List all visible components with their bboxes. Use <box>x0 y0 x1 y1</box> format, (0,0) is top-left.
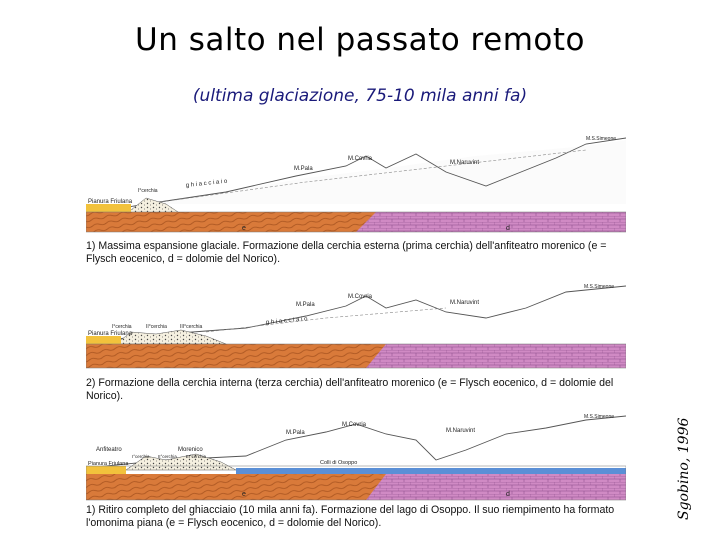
cross-section-3: Anfiteatro Morenico I°cerchia II°cerchia… <box>86 410 626 506</box>
caption-3: 1) Ritiro completo del ghiacciaio (10 mi… <box>86 504 615 529</box>
dolomie-layer <box>366 344 626 368</box>
label-pala: M.Pala <box>286 430 305 436</box>
flysch-layer <box>86 474 386 500</box>
caption-2: 2) Formazione della cerchia interna (ter… <box>86 377 614 402</box>
lake-osoppo <box>236 468 626 474</box>
label-covria: M.Covria <box>348 294 373 300</box>
label-cerchia1: I°cerchia <box>112 324 132 330</box>
label-cerchia1: I°cerchia <box>132 454 150 459</box>
label-covria: M.Covria <box>348 156 373 162</box>
label-pianura: Pianura Friulana <box>88 199 133 205</box>
label-cerchia: I°cerchia <box>138 188 158 194</box>
label-pala: M.Pala <box>294 166 313 172</box>
label-covria: M.Covria <box>342 422 367 428</box>
slide-subtitle: (ultima glaciazione, 75-10 mila anni fa) <box>192 86 528 106</box>
label-anfiteatro: Anfiteatro <box>96 447 122 453</box>
label-cerchia3: III°cerchia <box>180 324 203 330</box>
label-colli: Colli di Osoppo <box>320 460 357 466</box>
label-e: e <box>242 225 246 232</box>
label-e: e <box>242 491 246 498</box>
plain-deposit <box>86 336 121 344</box>
label-d: d <box>506 225 510 232</box>
plain-deposit <box>86 204 131 212</box>
cross-section-1-diagram: Pianura Friulana I°cerchia g h i a c c i… <box>86 136 626 233</box>
label-ghiacciaio: g h i a c c i a i o <box>186 179 229 189</box>
slide-title: Un salto nel passato remoto <box>135 22 585 58</box>
label-naruvint: M.Naruvint <box>450 300 479 306</box>
label-simeone: M.S.Simeone <box>584 284 614 290</box>
moraine-deposit <box>115 329 227 345</box>
label-cerchia2: II°cerchia <box>158 454 177 459</box>
cross-section-2-diagram: Pianura Friulana I°cerchia II°cerchia II… <box>86 284 626 369</box>
mountain-profile <box>86 415 626 469</box>
flysch-layer <box>86 212 386 232</box>
label-naruvint: M.Naruvint <box>450 160 479 166</box>
label-cerchia2: II°cerchia <box>146 324 167 330</box>
label-pala: M.Pala <box>296 302 315 308</box>
glacier-surface <box>146 140 626 204</box>
cross-section-3-diagram: Anfiteatro Morenico I°cerchia II°cerchia… <box>86 414 626 501</box>
label-naruvint: M.Naruvint <box>446 428 475 434</box>
label-pianura: Pianura Friulana <box>88 461 129 467</box>
mountain-profile <box>86 137 626 215</box>
cross-section-2: Pianura Friulana I°cerchia II°cerchia II… <box>86 278 626 374</box>
label-simeone: M.S.Simeone <box>586 136 616 142</box>
credit-label: Sgobino, 1996 <box>676 417 692 520</box>
label-simeone: M.S.Simeone <box>584 414 614 420</box>
flysch-layer <box>86 344 386 368</box>
label-ghiacciaio: g h i a c c i a i o <box>266 316 309 326</box>
label-morenico: Morenico <box>178 447 203 453</box>
mountain-profile <box>86 285 626 343</box>
dolomie-layer <box>356 212 626 232</box>
cross-section-1: Pianura Friulana I°cerchia g h i a c c i… <box>86 126 626 236</box>
label-pianura: Pianura Friulana <box>88 331 133 337</box>
dolomie-layer <box>366 474 626 500</box>
label-d: d <box>506 491 510 498</box>
label-cerchia3: III°cerchia <box>186 454 207 459</box>
caption-1: 1) Massima espansione glaciale. Formazio… <box>86 240 607 265</box>
